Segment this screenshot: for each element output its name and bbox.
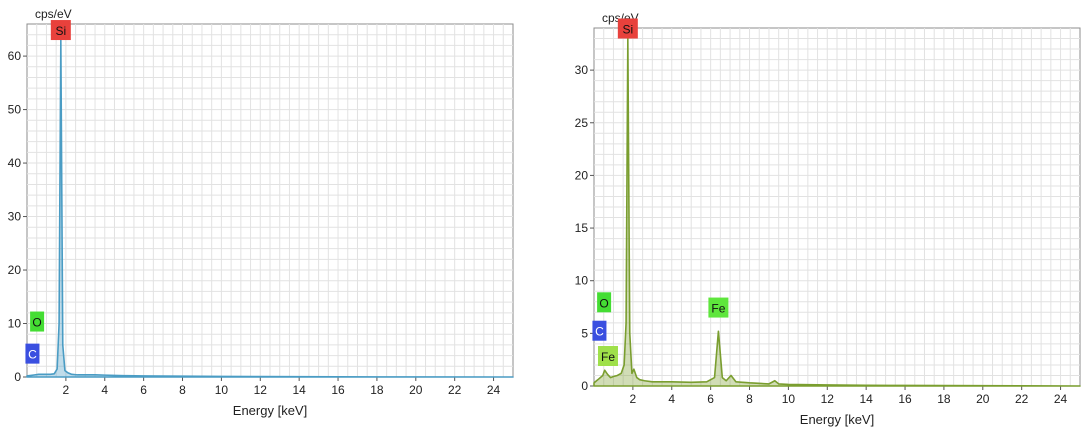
peak-label-box xyxy=(50,20,71,41)
x-tick-label: 24 xyxy=(487,383,501,397)
y-axis-label: cps/eV xyxy=(35,7,72,21)
y-tick-label: 60 xyxy=(8,49,22,63)
peak-label-text: O xyxy=(599,296,608,310)
peak-label-text: O xyxy=(32,316,41,330)
y-tick-label: 50 xyxy=(8,103,22,117)
peak-label-text: C xyxy=(595,325,604,339)
y-tick-label: 25 xyxy=(575,116,589,130)
x-tick-label: 12 xyxy=(821,392,835,406)
x-tick-label: 18 xyxy=(937,392,951,406)
y-tick-label: 30 xyxy=(575,63,589,77)
y-tick-label: 15 xyxy=(575,221,589,235)
spectrum-series xyxy=(593,37,1081,387)
y-tick-label: 10 xyxy=(575,274,589,288)
y-tick-label: 0 xyxy=(14,370,21,384)
peak-label-fe: Fe xyxy=(597,345,618,366)
grid xyxy=(26,23,514,378)
peak-label-box xyxy=(592,320,607,341)
chart-panel-1-2: cps/eV Energy [keV] 1-2 2468101214161820… xyxy=(575,11,1081,427)
x-tick-label: 16 xyxy=(898,392,912,406)
grid xyxy=(593,27,1081,387)
peak-label-box xyxy=(708,297,729,318)
y-tick-label: 20 xyxy=(8,263,22,277)
x-tick-label: 6 xyxy=(140,383,147,397)
x-tick-label: 8 xyxy=(179,383,186,397)
x-tick-label: 10 xyxy=(215,383,229,397)
x-tick-label: 24 xyxy=(1054,392,1068,406)
x-tick-label: 18 xyxy=(370,383,384,397)
peak-label-fe: Fe xyxy=(708,297,729,318)
peak-label-box xyxy=(597,292,612,313)
peak-label-box xyxy=(597,345,618,366)
y-tick-label: 20 xyxy=(575,168,589,182)
x-tick-label: 4 xyxy=(101,383,108,397)
peak-label-c: C xyxy=(592,320,607,341)
x-tick-label: 14 xyxy=(292,383,306,397)
x-tick-label: 2 xyxy=(630,392,637,406)
peak-label-si: Si xyxy=(617,18,638,39)
peak-label-box xyxy=(25,343,40,364)
x-tick-label: 6 xyxy=(707,392,714,406)
peak-label-text: Fe xyxy=(601,350,615,364)
peak-label-o: O xyxy=(30,311,45,332)
peak-label-box xyxy=(617,18,638,39)
y-tick-label: 30 xyxy=(8,210,22,224)
peak-label-text: Si xyxy=(55,24,66,38)
peak-label-c: C xyxy=(25,343,40,364)
x-tick-label: 16 xyxy=(331,383,345,397)
peak-label-box xyxy=(30,311,45,332)
chart-panel-1-1: cps/eV Energy [keV] 1-1 2468101214161820… xyxy=(8,7,514,418)
x-tick-label: 10 xyxy=(782,392,796,406)
x-tick-label: 12 xyxy=(254,383,268,397)
x-tick-label: 4 xyxy=(668,392,675,406)
y-tick-label: 0 xyxy=(581,379,588,393)
x-tick-label: 2 xyxy=(63,383,70,397)
spectrum-series xyxy=(26,39,514,378)
x-axis-label: Energy [keV] xyxy=(233,403,307,418)
y-tick-label: 10 xyxy=(8,317,22,331)
x-tick-label: 22 xyxy=(448,383,462,397)
y-tick-label: 40 xyxy=(8,156,22,170)
x-tick-label: 22 xyxy=(1015,392,1029,406)
peak-label-text: Si xyxy=(622,23,633,37)
peak-label-text: C xyxy=(28,348,37,362)
peak-label-si: Si xyxy=(50,20,71,41)
y-tick-label: 5 xyxy=(581,326,588,340)
x-tick-label: 8 xyxy=(746,392,753,406)
x-tick-label: 20 xyxy=(409,383,423,397)
x-tick-label: 20 xyxy=(976,392,990,406)
x-tick-label: 14 xyxy=(859,392,873,406)
x-axis-label: Energy [keV] xyxy=(800,412,874,427)
peak-label-text: Fe xyxy=(711,302,725,316)
peak-label-o: O xyxy=(597,292,612,313)
